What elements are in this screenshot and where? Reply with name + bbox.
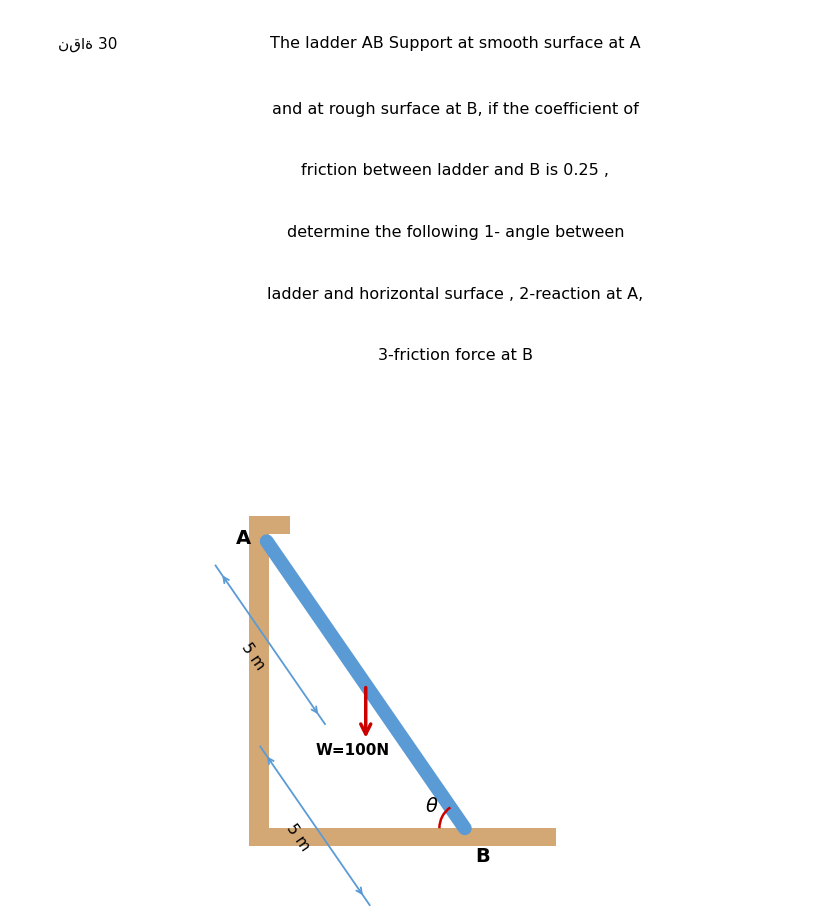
Text: A: A [236, 530, 251, 548]
Text: ladder and horizontal surface , 2-reaction at A,: ladder and horizontal surface , 2-reacti… [267, 287, 643, 302]
Text: friction between ladder and B is 0.25 ,: friction between ladder and B is 0.25 , [301, 163, 609, 179]
Text: determine the following 1- angle between: determine the following 1- angle between [286, 225, 624, 240]
Text: W=100N: W=100N [316, 743, 390, 758]
Bar [249, 516, 269, 846]
Text: نقاة 30: نقاة 30 [58, 36, 117, 52]
Text: 5 m: 5 m [239, 640, 268, 673]
Text: B: B [475, 847, 490, 865]
Text: 5 m: 5 m [284, 821, 313, 853]
Text: and at rough surface at B, if the coefficient of: and at rough surface at B, if the coeffi… [272, 102, 638, 117]
Bar [249, 828, 556, 846]
Bar [249, 516, 289, 533]
Text: θ: θ [425, 797, 437, 816]
Text: The ladder AB Support at smooth surface at A: The ladder AB Support at smooth surface … [270, 36, 640, 52]
Text: 3-friction force at B: 3-friction force at B [377, 348, 533, 364]
